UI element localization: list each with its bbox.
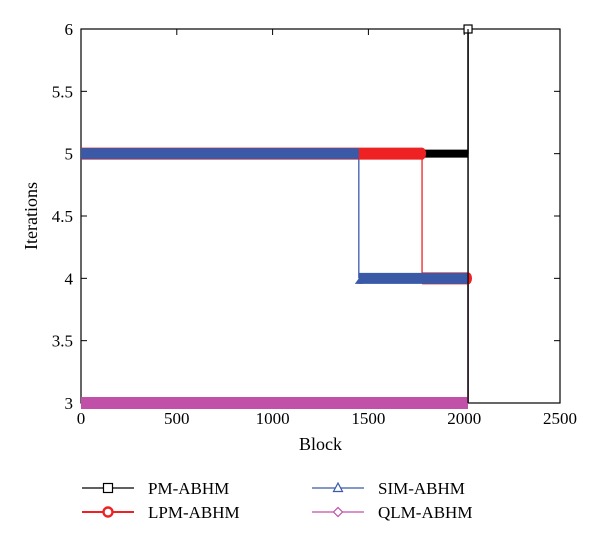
x-tick-label: 2500 (543, 409, 577, 428)
legend-marker-circle-icon (102, 506, 114, 518)
y-tick-label: 3 (65, 394, 74, 413)
y-tick-label: 6 (65, 20, 74, 39)
axes-frame (80, 28, 561, 404)
plot-area: 0 500 1000 1500 2000 2500 3 3.5 4 4.5 5 5.5 6 Block It… (21, 20, 577, 454)
legend-label: SIM-ABHM (378, 479, 465, 498)
y-tick-label: 4 (65, 269, 74, 288)
legend-item-lpm-abhm: LPM-ABHM (82, 503, 240, 522)
legend-marker-diamond-icon (332, 506, 344, 518)
series-marker-sim-abhm (354, 272, 363, 284)
legend-item-qlm-abhm: QLM-ABHM (312, 503, 472, 522)
series-marker-lpm-abhm (418, 147, 427, 160)
legend: PM-ABHM LPM-ABHM SIM-ABHM QLM-ABHM (82, 479, 472, 522)
legend-label: QLM-ABHM (378, 503, 472, 522)
y-tick-label: 3.5 (52, 332, 73, 351)
legend-marker-triangle-icon (332, 481, 344, 493)
legend-item-sim-abhm: SIM-ABHM (312, 479, 465, 498)
legend-label: PM-ABHM (148, 479, 229, 498)
y-axis-label: Iterations (21, 182, 41, 250)
legend-label: LPM-ABHM (148, 503, 240, 522)
x-tick-label: 0 (77, 409, 86, 428)
y-tick-label: 4.5 (52, 207, 73, 226)
x-tick-label: 1500 (351, 409, 385, 428)
y-tick-label: 5.5 (52, 82, 73, 101)
legend-item-pm-abhm: PM-ABHM (82, 479, 229, 498)
x-tick-label: 500 (164, 409, 190, 428)
x-tick-label: 1000 (256, 409, 290, 428)
legend-marker-square-icon (102, 482, 114, 494)
x-tick-label: 2000 (447, 409, 481, 428)
x-axis-label: Block (299, 434, 342, 454)
y-tick-label: 5 (65, 145, 74, 164)
